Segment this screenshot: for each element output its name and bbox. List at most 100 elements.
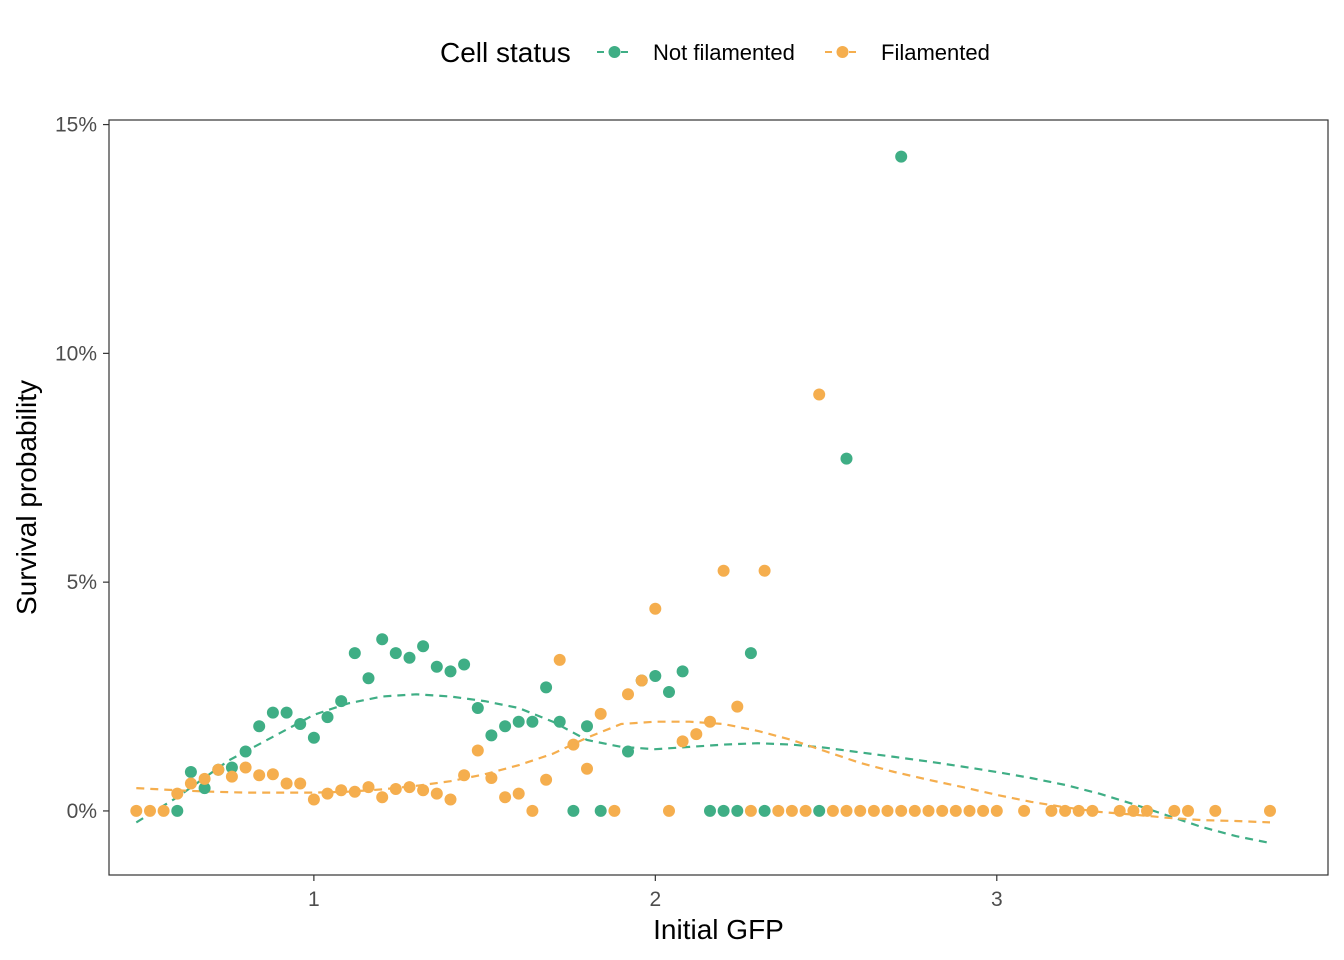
data-point-not-filamented [184, 766, 197, 778]
legend-label-filamented: Filamented [881, 40, 990, 65]
data-point-not-filamented [663, 686, 675, 698]
data-point-filamented [376, 791, 389, 804]
data-point-not-filamented [348, 647, 361, 660]
data-point-filamented [772, 804, 785, 817]
legend-key-dot [836, 46, 849, 58]
data-point-not-filamented [471, 702, 484, 714]
data-point-filamented [1209, 804, 1222, 817]
data-point-filamented [581, 762, 593, 775]
data-point-filamented [1045, 804, 1058, 817]
trend-line-not-filamented [135, 693, 1271, 845]
data-point-not-filamented [294, 718, 307, 730]
data-point-filamented [307, 793, 320, 806]
data-point-filamented [212, 763, 225, 776]
data-point-filamented [266, 768, 279, 781]
data-point-filamented [403, 781, 416, 794]
data-point-not-filamented [417, 640, 430, 653]
data-point-filamented [458, 769, 471, 782]
data-point-filamented [758, 564, 771, 577]
data-point-filamented [430, 787, 443, 800]
data-point-filamented [540, 773, 553, 786]
data-point-filamented [813, 388, 826, 401]
data-point-not-filamented [499, 720, 512, 733]
legend-key-dot [608, 46, 621, 58]
legend-key-filamented [825, 46, 860, 58]
data-point-filamented [704, 715, 716, 728]
data-point-not-filamented [171, 804, 184, 817]
data-point-not-filamented [704, 804, 716, 817]
data-point-filamented [1072, 804, 1085, 817]
data-point-filamented [553, 653, 566, 666]
trend-line-filamented [136, 720, 1271, 824]
data-point-filamented [567, 738, 580, 751]
data-point-filamented [1141, 804, 1153, 817]
x-axis-title: Initial GFP [653, 914, 784, 945]
data-point-filamented [1168, 804, 1181, 817]
data-point-filamented [676, 735, 689, 748]
data-point-filamented [717, 564, 730, 577]
data-point-filamented [649, 602, 662, 615]
data-point-not-filamented [430, 660, 443, 673]
data-point-filamented [663, 804, 675, 817]
data-point-not-filamented [594, 804, 607, 817]
data-point-not-filamented [895, 150, 908, 163]
y-tick-label: 0% [67, 800, 97, 823]
data-point-not-filamented [649, 670, 662, 682]
data-point-filamented [362, 781, 375, 794]
data-point-filamented [895, 804, 908, 817]
data-point-filamented [225, 770, 238, 783]
data-point-not-filamented [253, 720, 266, 733]
data-point-filamented [512, 787, 525, 800]
data-point-filamented [321, 787, 334, 800]
data-point-filamented [785, 804, 798, 817]
data-point-not-filamented [198, 782, 211, 795]
y-tick-label: 5% [67, 571, 97, 594]
data-point-filamented [826, 804, 839, 817]
y-axis-title: Survival probability [11, 380, 42, 615]
data-point-filamented [1086, 804, 1099, 817]
trend-lines [135, 693, 1271, 845]
data-point-filamented [389, 783, 402, 795]
x-tick-label: 3 [991, 888, 1003, 911]
data-point-filamented [1113, 804, 1126, 817]
data-point-not-filamented [540, 681, 553, 694]
data-point-not-filamented [321, 711, 334, 724]
data-point-filamented [348, 785, 361, 798]
data-point-filamented [635, 674, 648, 687]
data-point-not-filamented [717, 804, 730, 817]
legend: Cell status Not filamented Filamented [440, 37, 990, 68]
data-point-filamented [1127, 804, 1140, 817]
data-point-filamented [280, 777, 293, 790]
data-point-not-filamented [553, 715, 566, 728]
data-point-filamented [130, 804, 143, 817]
data-point-not-filamented [744, 647, 757, 660]
data-points [130, 150, 1276, 817]
data-point-not-filamented [581, 720, 593, 733]
data-point-not-filamented [840, 452, 853, 465]
data-point-filamented [622, 688, 634, 701]
data-point-filamented [908, 804, 921, 817]
data-point-filamented [854, 804, 867, 817]
data-point-not-filamented [444, 665, 457, 678]
data-point-filamented [471, 744, 484, 757]
data-point-filamented [198, 772, 211, 785]
data-point-filamented [867, 804, 880, 817]
data-point-not-filamented [512, 715, 525, 728]
data-point-filamented [171, 787, 184, 800]
data-point-not-filamented [239, 745, 252, 758]
data-point-filamented [608, 804, 621, 817]
data-point-not-filamented [362, 672, 375, 685]
data-point-filamented [485, 772, 498, 784]
data-point-not-filamented [335, 695, 348, 708]
data-point-filamented [690, 728, 703, 741]
y-axis: 0% 5% 10% 15% [55, 114, 109, 823]
data-point-not-filamented [758, 804, 771, 817]
data-point-filamented [444, 793, 457, 806]
y-tick-label: 10% [55, 342, 97, 365]
data-point-filamented [335, 784, 348, 797]
data-point-not-filamented [376, 633, 389, 646]
data-point-filamented [594, 707, 607, 720]
data-point-filamented [1182, 804, 1194, 817]
data-point-filamented [936, 804, 949, 817]
data-point-filamented [184, 777, 197, 790]
